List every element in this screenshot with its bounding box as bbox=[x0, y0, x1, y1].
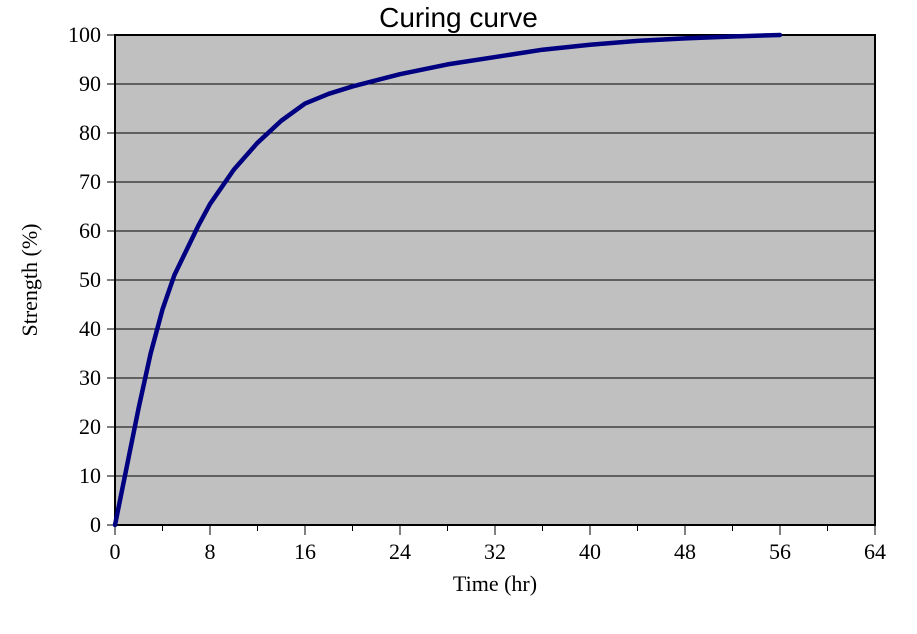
x-tick-label: 48 bbox=[674, 539, 696, 565]
x-axis-label: Time (hr) bbox=[453, 571, 537, 597]
y-tick-label: 60 bbox=[79, 218, 101, 244]
y-tick-label: 10 bbox=[79, 463, 101, 489]
y-tick-label: 30 bbox=[79, 365, 101, 391]
y-tick-label: 70 bbox=[79, 169, 101, 195]
y-tick-label: 80 bbox=[79, 120, 101, 146]
x-tick-label: 0 bbox=[110, 539, 121, 565]
y-tick-label: 90 bbox=[79, 71, 101, 97]
plot-svg bbox=[90, 10, 900, 550]
y-tick-label: 20 bbox=[79, 414, 101, 440]
chart-container: Curing curve Strength (%) Time (hr) 0102… bbox=[0, 0, 917, 634]
x-tick-label: 64 bbox=[864, 539, 886, 565]
x-tick-label: 32 bbox=[484, 539, 506, 565]
x-tick-label: 40 bbox=[579, 539, 601, 565]
x-tick-label: 16 bbox=[294, 539, 316, 565]
y-axis-label: Strength (%) bbox=[17, 223, 43, 336]
y-tick-label: 0 bbox=[90, 512, 101, 538]
x-tick-label: 24 bbox=[389, 539, 411, 565]
y-tick-label: 40 bbox=[79, 316, 101, 342]
x-tick-label: 8 bbox=[205, 539, 216, 565]
x-tick-label: 56 bbox=[769, 539, 791, 565]
y-tick-label: 100 bbox=[68, 22, 101, 48]
y-tick-label: 50 bbox=[79, 267, 101, 293]
